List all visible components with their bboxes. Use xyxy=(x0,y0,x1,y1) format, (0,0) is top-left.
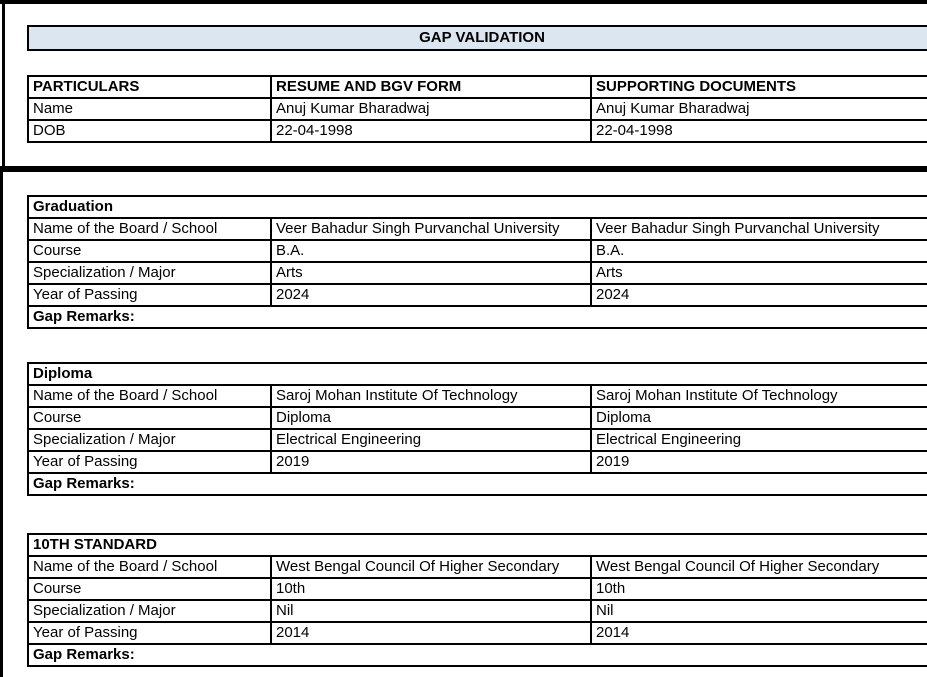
table-header-row: PARTICULARS RESUME AND BGV FORM SUPPORTI… xyxy=(27,75,927,99)
specialization-resume-value: Arts xyxy=(270,261,592,285)
row-label-specialization: Specialization / Major xyxy=(27,599,272,623)
column-header-supporting-docs: SUPPORTING DOCUMENTS xyxy=(590,75,927,99)
course-supporting-value: B.A. xyxy=(590,239,927,263)
board-school-supporting-value: Veer Bahadur Singh Purvanchal University xyxy=(590,217,927,241)
particulars-table: PARTICULARS RESUME AND BGV FORM SUPPORTI… xyxy=(27,75,927,143)
section-title-diploma: Diploma xyxy=(27,362,927,386)
name-resume-value: Anuj Kumar Bharadwaj xyxy=(270,97,592,121)
year-resume-value: 2019 xyxy=(270,450,592,474)
name-supporting-value: Anuj Kumar Bharadwaj xyxy=(590,97,927,121)
section-title-graduation: Graduation xyxy=(27,195,927,219)
gap-remarks-label: Gap Remarks: xyxy=(27,305,927,329)
row-label-specialization: Specialization / Major xyxy=(27,261,272,285)
year-resume-value: 2024 xyxy=(270,283,592,307)
row-label-name: Name xyxy=(27,97,272,121)
page-left-border-line-lower xyxy=(0,172,3,677)
diploma-table: Diploma Name of the Board / School Saroj… xyxy=(27,362,927,496)
board-school-supporting-value: West Bengal Council Of Higher Secondary xyxy=(590,555,927,579)
specialization-supporting-value: Electrical Engineering xyxy=(590,428,927,452)
column-header-particulars: PARTICULARS xyxy=(27,75,272,99)
table-row: Specialization / Major Electrical Engine… xyxy=(27,428,927,452)
specialization-resume-value: Nil xyxy=(270,599,592,623)
section-divider-line xyxy=(0,166,927,172)
table-row: Specialization / Major Arts Arts xyxy=(27,261,927,285)
gap-remarks-row: Gap Remarks: xyxy=(27,472,927,496)
table-row: Course 10th 10th xyxy=(27,577,927,601)
row-label-year-of-passing: Year of Passing xyxy=(27,450,272,474)
table-row: Year of Passing 2014 2014 xyxy=(27,621,927,645)
year-supporting-value: 2014 xyxy=(590,621,927,645)
row-label-dob: DOB xyxy=(27,119,272,143)
board-school-supporting-value: Saroj Mohan Institute Of Technology xyxy=(590,384,927,408)
course-supporting-value: Diploma xyxy=(590,406,927,430)
row-label-course: Course xyxy=(27,406,272,430)
table-row: DOB 22-04-1998 22-04-1998 xyxy=(27,119,927,143)
graduation-table: Graduation Name of the Board / School Ve… xyxy=(27,195,927,329)
specialization-supporting-value: Nil xyxy=(590,599,927,623)
table-row: Year of Passing 2019 2019 xyxy=(27,450,927,474)
column-header-resume-bgv: RESUME AND BGV FORM xyxy=(270,75,592,99)
row-label-course: Course xyxy=(27,577,272,601)
gap-remarks-row: Gap Remarks: xyxy=(27,305,927,329)
section-title-row: Graduation xyxy=(27,195,927,219)
gap-remarks-row: Gap Remarks: xyxy=(27,643,927,667)
specialization-supporting-value: Arts xyxy=(590,261,927,285)
row-label-board-school: Name of the Board / School xyxy=(27,555,272,579)
section-title-10th-standard: 10TH STANDARD xyxy=(27,533,927,557)
table-row: Name Anuj Kumar Bharadwaj Anuj Kumar Bha… xyxy=(27,97,927,121)
course-supporting-value: 10th xyxy=(590,577,927,601)
year-supporting-value: 2019 xyxy=(590,450,927,474)
page-title: GAP VALIDATION xyxy=(27,25,927,51)
table-row: Name of the Board / School Veer Bahadur … xyxy=(27,217,927,241)
course-resume-value: 10th xyxy=(270,577,592,601)
course-resume-value: Diploma xyxy=(270,406,592,430)
section-title-row: Diploma xyxy=(27,362,927,386)
page-top-border-line xyxy=(0,0,927,4)
board-school-resume-value: West Bengal Council Of Higher Secondary xyxy=(270,555,592,579)
specialization-resume-value: Electrical Engineering xyxy=(270,428,592,452)
tenth-standard-table: 10TH STANDARD Name of the Board / School… xyxy=(27,533,927,667)
table-row: Name of the Board / School West Bengal C… xyxy=(27,555,927,579)
row-label-year-of-passing: Year of Passing xyxy=(27,621,272,645)
gap-remarks-label: Gap Remarks: xyxy=(27,472,927,496)
course-resume-value: B.A. xyxy=(270,239,592,263)
table-row: Course Diploma Diploma xyxy=(27,406,927,430)
table-row: Year of Passing 2024 2024 xyxy=(27,283,927,307)
row-label-board-school: Name of the Board / School xyxy=(27,217,272,241)
section-title-row: 10TH STANDARD xyxy=(27,533,927,557)
row-label-course: Course xyxy=(27,239,272,263)
year-supporting-value: 2024 xyxy=(590,283,927,307)
page-left-border-line-upper xyxy=(2,4,5,167)
row-label-board-school: Name of the Board / School xyxy=(27,384,272,408)
dob-supporting-value: 22-04-1998 xyxy=(590,119,927,143)
table-row: Course B.A. B.A. xyxy=(27,239,927,263)
row-label-year-of-passing: Year of Passing xyxy=(27,283,272,307)
row-label-specialization: Specialization / Major xyxy=(27,428,272,452)
dob-resume-value: 22-04-1998 xyxy=(270,119,592,143)
board-school-resume-value: Veer Bahadur Singh Purvanchal University xyxy=(270,217,592,241)
table-row: Specialization / Major Nil Nil xyxy=(27,599,927,623)
gap-remarks-label: Gap Remarks: xyxy=(27,643,927,667)
year-resume-value: 2014 xyxy=(270,621,592,645)
board-school-resume-value: Saroj Mohan Institute Of Technology xyxy=(270,384,592,408)
table-row: Name of the Board / School Saroj Mohan I… xyxy=(27,384,927,408)
